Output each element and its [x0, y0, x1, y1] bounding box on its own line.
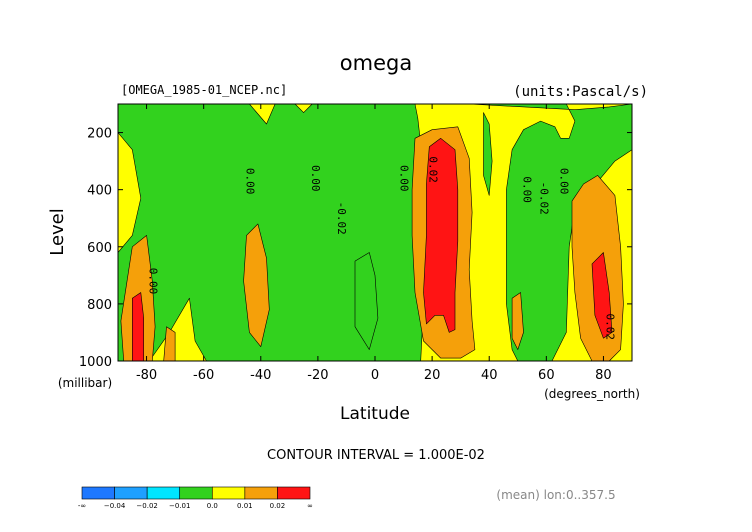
contour-region [423, 138, 459, 333]
colorbar-swatch [179, 486, 213, 500]
contour-regions [117, 103, 633, 362]
y-tick-label: 1000 [79, 355, 112, 370]
colorbar-swatch [244, 486, 278, 500]
contour-label: 0.00 [309, 165, 322, 192]
contour-region [483, 112, 493, 196]
x-tick-label: 0 [371, 368, 379, 383]
colorbar-label: −0.02 [136, 502, 157, 510]
x-tick-label: -20 [307, 368, 328, 383]
contour-region [132, 292, 144, 362]
contour-label: -0.02 [335, 202, 348, 235]
x-axis-unit: (degrees_north) [544, 387, 640, 401]
colorbar-label: 0.0 [207, 502, 218, 510]
colorbar-swatch [211, 486, 246, 500]
contour-labels: 0.00 0.00 0.00 -0.02 0.00 0.02 0.00 -0.02 0.00 0.… [146, 156, 616, 340]
colorbar-label: 0.02 [270, 502, 286, 510]
x-tick-label: -60 [193, 368, 214, 383]
contour-label: 0.02 [603, 313, 616, 340]
contour-label: -0.02 [538, 182, 551, 215]
colorbar-swatch [81, 486, 115, 500]
colorbar-swatch [146, 486, 181, 500]
contour-label: 0.00 [398, 165, 411, 192]
y-tick-label: 400 [87, 184, 112, 199]
units-label: (units:Pascal/s) [513, 84, 648, 100]
contour-region [117, 103, 424, 362]
x-tick-label: -40 [250, 368, 271, 383]
y-tick-label: 200 [87, 127, 112, 142]
colorbar: -∞ −0.04 −0.02 −0.01 0.0 0.01 0.02 ∞ [78, 486, 313, 510]
colorbar-swatch [114, 486, 148, 500]
file-label: [OMEGA_1985-01_NCEP.nc] [121, 83, 287, 97]
contour-label: 0.02 [426, 156, 439, 183]
contour-region [511, 292, 524, 350]
x-axis-ticks: -80 -60 -40 -20 0 20 40 60 80 [136, 104, 612, 383]
contour-plot-area: 0.00 0.00 0.00 -0.02 0.00 0.02 0.00 -0.02 0.00 0.… [117, 103, 633, 362]
colorbar-label: −0.04 [104, 502, 126, 510]
colorbar-label: 0.01 [237, 502, 253, 510]
x-tick-label: 20 [424, 368, 441, 383]
contour-region [354, 252, 379, 350]
y-axis-label: Level [47, 208, 68, 256]
contour-interval: CONTOUR INTERVAL = 1.000E-02 [267, 448, 485, 463]
x-tick-label: -80 [136, 368, 157, 383]
colorbar-label: ∞ [307, 502, 313, 510]
contour-region [243, 223, 270, 347]
footer-note: (mean) lon:0..357.5 [496, 488, 615, 502]
y-tick-label: 600 [87, 241, 112, 256]
x-tick-label: 80 [595, 368, 612, 383]
contour-label: 0.00 [146, 268, 159, 295]
x-tick-label: 40 [481, 368, 498, 383]
contour-region [591, 252, 613, 339]
contour-label: 0.00 [558, 168, 571, 195]
x-tick-label: 60 [538, 368, 555, 383]
y-axis-ticks: 200 400 600 800 1000 [79, 127, 632, 370]
colorbar-swatch [277, 486, 311, 500]
contour-label: 0.00 [244, 168, 257, 195]
contour-label: 0.00 [520, 176, 533, 203]
y-axis-unit: (millibar) [58, 376, 112, 390]
colorbar-label: −0.01 [169, 502, 190, 510]
y-tick-label: 800 [87, 298, 112, 313]
contour-region [468, 103, 633, 362]
x-axis-label: Latitude [340, 404, 410, 424]
chart-title: omega [340, 51, 412, 75]
colorbar-label: -∞ [78, 502, 86, 510]
